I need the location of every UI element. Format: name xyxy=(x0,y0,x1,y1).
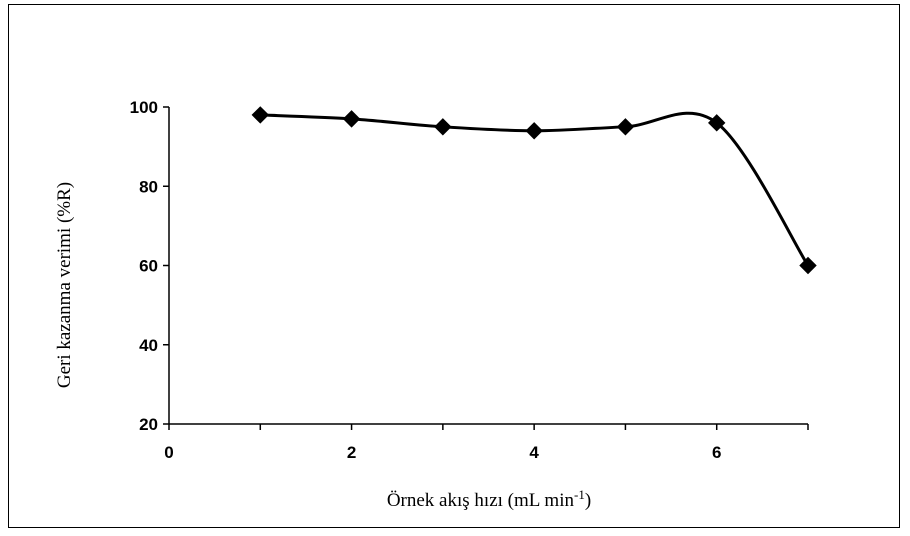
axes xyxy=(168,107,808,425)
x-axis-title-suffix: ) xyxy=(585,490,591,511)
data-point xyxy=(616,118,635,136)
data-point xyxy=(799,256,817,275)
y-tick-label: 60 xyxy=(139,257,158,276)
x-axis-title-main: Örnek akış hızı (mL min xyxy=(387,490,575,511)
x-tick-label: 2 xyxy=(347,443,356,462)
ticks: 20 40 60 80 100 0 2 4 6 xyxy=(130,98,809,462)
chart-frame xyxy=(8,4,900,528)
data-point xyxy=(525,122,543,140)
y-tick-label: 20 xyxy=(139,415,158,434)
x-axis-title: Örnek akış hızı (mL min-1) xyxy=(387,487,591,511)
y-tick-label: 100 xyxy=(130,98,158,117)
data-point xyxy=(708,114,726,132)
x-axis-title-superscript: -1 xyxy=(574,487,585,502)
markers xyxy=(251,106,817,275)
x-tick-label: 4 xyxy=(529,443,539,462)
data-point xyxy=(342,110,361,128)
data-point xyxy=(251,106,269,124)
x-tick-label: 6 xyxy=(712,443,721,462)
y-axis-title: Geri kazanma verimi (%R) xyxy=(54,182,75,388)
x-tick-label: 0 xyxy=(164,443,173,462)
y-tick-label: 40 xyxy=(139,336,158,355)
data-point xyxy=(434,118,452,136)
y-tick-label: 80 xyxy=(139,177,158,196)
